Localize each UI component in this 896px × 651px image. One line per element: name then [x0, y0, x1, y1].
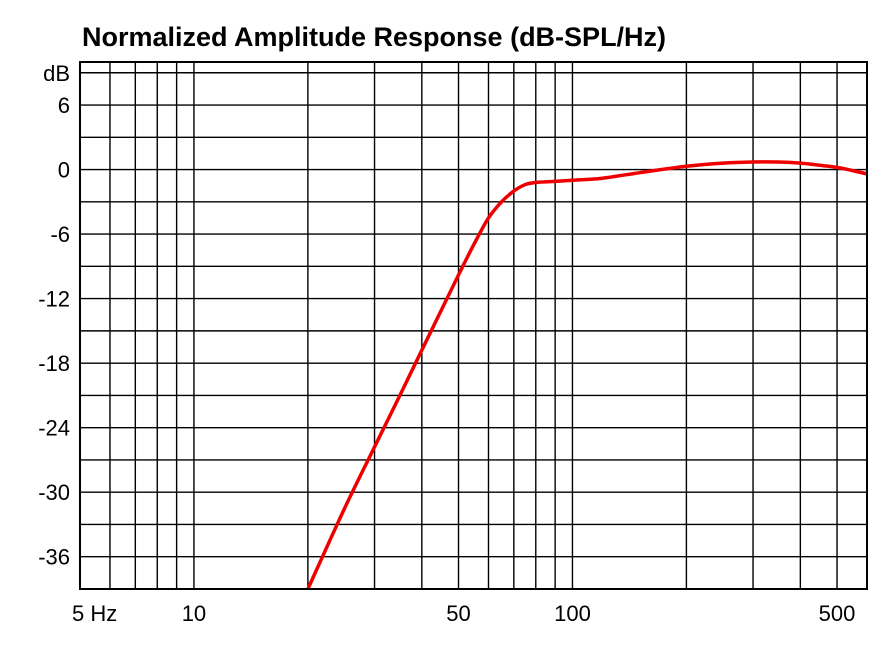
x-tick-label: 5 Hz: [72, 601, 117, 626]
y-tick-label: 0: [58, 158, 70, 183]
plot-frame: [79, 61, 868, 590]
x-tick-label: 50: [446, 601, 470, 626]
x-axis-labels: 5 Hz 10 50 100 500: [72, 601, 855, 626]
y-tick-label: -12: [38, 287, 70, 312]
y-unit-label: dB: [43, 61, 70, 86]
chart-title: Normalized Amplitude Response (dB-SPL/Hz…: [82, 22, 667, 52]
plot-border: [79, 61, 868, 590]
y-tick-label: -36: [38, 545, 70, 570]
grid: [79, 62, 868, 589]
x-tick-label: 100: [554, 601, 591, 626]
y-tick-label: -18: [38, 351, 70, 376]
x-tick-label: 500: [819, 601, 856, 626]
response-curve: [306, 160, 867, 589]
y-axis-labels: dB 6 0 -6 -12 -18 -24 -30 -36: [38, 61, 70, 570]
y-tick-label: -6: [50, 222, 70, 247]
y-tick-label: -24: [38, 416, 70, 441]
x-tick-label: 10: [182, 601, 206, 626]
y-tick-label: 6: [58, 93, 70, 118]
y-tick-label: -30: [38, 480, 70, 505]
response-curve-layer: [306, 160, 867, 589]
